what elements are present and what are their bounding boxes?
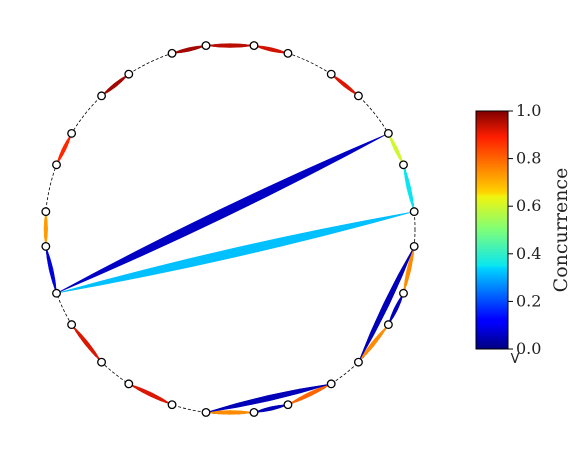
node-8: [399, 288, 408, 298]
colorbar-tick-label: 0.4: [516, 244, 541, 263]
edge-5-6: [403, 164, 415, 212]
node-1: [283, 48, 293, 58]
edge-24-25: [101, 73, 129, 97]
node-3: [353, 91, 363, 101]
node-17: [97, 357, 107, 367]
colorbar-gradient: [475, 110, 509, 350]
node-5: [399, 160, 408, 170]
colorbar-ticks: 0.0 0.2 0.4 0.6 0.8 1.0: [508, 101, 541, 358]
colorbar-tick-label: 0.8: [516, 149, 541, 168]
node-16: [124, 379, 134, 389]
network-diagram: [41, 41, 419, 417]
edge-6-19: [56, 211, 415, 294]
edge-15-16: [128, 383, 173, 405]
node-23: [67, 128, 77, 138]
edge-27-0: [205, 43, 255, 48]
edge-22-23: [56, 133, 72, 165]
colorbar-tick-label: 0.6: [516, 196, 541, 215]
node-13: [249, 407, 259, 417]
edge-26-27: [171, 45, 207, 54]
edge-17-18: [71, 324, 102, 363]
node-27: [201, 41, 211, 51]
colorbar-extend-marker: >: [506, 351, 525, 364]
node-10: [353, 357, 363, 367]
node-15: [167, 400, 177, 410]
node-9: [383, 320, 393, 330]
node-21: [41, 207, 51, 217]
edge-12-13: [253, 404, 289, 413]
nodes-layer: [41, 41, 419, 417]
colorbar-label: Concurrence: [550, 168, 572, 293]
edge-4-5: [388, 133, 404, 165]
colorbar-tick-label: 0.0: [516, 339, 541, 358]
node-7: [409, 241, 419, 251]
node-20: [41, 241, 51, 251]
edge-20-21: [43, 211, 48, 247]
node-4: [383, 128, 393, 138]
edge-2-3: [331, 73, 359, 97]
colorbar-tick-label: 1.0: [516, 101, 541, 120]
node-19: [52, 288, 61, 298]
node-0: [249, 41, 259, 51]
colorbar: 0.0 0.2 0.4 0.6 0.8 1.0 > Concurrence: [475, 101, 572, 365]
edge-4-19: [56, 133, 389, 294]
edge-19-20: [45, 246, 57, 294]
node-14: [201, 407, 211, 417]
node-6: [409, 207, 419, 217]
edge-0-1: [253, 45, 289, 54]
node-18: [67, 320, 77, 330]
node-11: [326, 379, 336, 389]
colorbar-tick-label: 0.2: [516, 291, 541, 310]
node-24: [97, 91, 107, 101]
edge-7-10: [358, 246, 415, 363]
node-25: [124, 69, 134, 79]
node-26: [167, 48, 177, 58]
node-2: [326, 69, 336, 79]
node-12: [283, 400, 293, 410]
node-22: [52, 160, 61, 170]
